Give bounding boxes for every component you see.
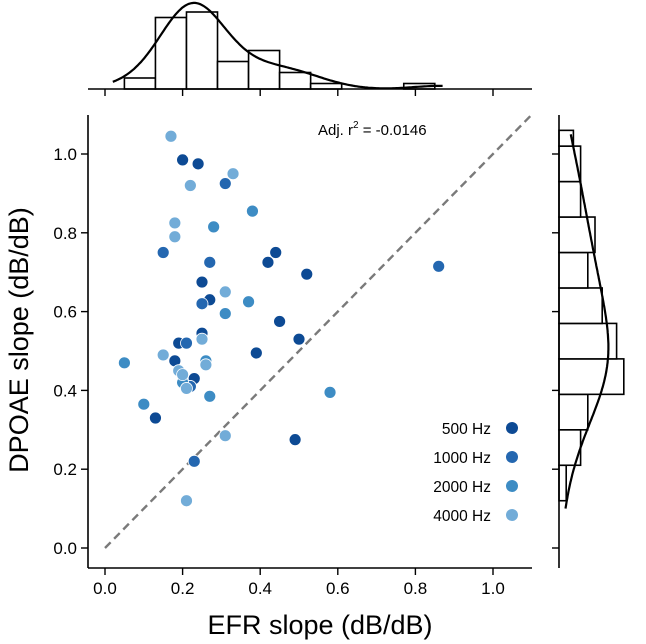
legend-marker [506,422,518,434]
scatter-point [218,307,232,320]
y-tick-label: 0.2 [53,460,77,479]
x-tick-label: 0.8 [404,579,428,598]
scatter-point [323,385,337,399]
annot-suffix: = -0.0146 [359,122,427,139]
top-hist-bar [216,60,250,90]
legend-marker [506,451,518,463]
legend: 500 Hz 1000 Hz 2000 Hz 4000 Hz [433,421,518,525]
top-hist-bar [185,11,219,90]
y-tick-label: 0.8 [53,224,77,243]
scatter-point [261,255,275,269]
legend-label: 1000 Hz [433,450,491,467]
right-hist-bar [558,180,582,218]
scatter-point [195,297,209,311]
main-axes: 0.0 0.2 0.4 0.6 0.8 1.0 0.0 0.2 0.4 0.6 0.8 1.0 Adj… [4,113,533,640]
right-hist-bar [558,464,567,502]
scatter-point [187,454,201,468]
scatter-point [269,246,283,259]
adj-r2-annotation: Adj. r2 = -0.0146 [318,120,427,139]
scatter-point [176,153,190,167]
y-tick-label: 0.6 [53,303,77,322]
scatter-point [191,157,205,171]
right-histogram [552,115,625,568]
x-tick-label: 0.6 [326,579,350,598]
scatter-point [118,356,131,370]
scatter-point [195,332,209,346]
right-hist-bar [558,393,589,431]
right-kde-curve [564,134,610,509]
scatter-point [432,259,446,273]
scatter-point [195,275,209,289]
scatter-point [273,315,287,328]
x-axis-label: EFR slope (dB/dB) [207,610,432,640]
legend-label: 4000 Hz [433,508,491,525]
scatter-point [207,220,221,234]
scatter-points [118,129,446,508]
main-ticks: 0.0 0.2 0.4 0.6 0.8 1.0 0.0 0.2 0.4 0.6 0.8 1.0 [53,145,504,598]
right-hist-bar [558,251,589,289]
scatter-point [203,389,217,403]
y-axis-label: DPOAE slope (dB/dB) [4,207,34,473]
legend-label: 2000 Hz [433,479,491,496]
y-tick-label: 0.4 [53,381,77,400]
y-tick-label: 1.0 [53,145,77,164]
right-hist-bar [558,358,625,396]
x-tick-label: 0.0 [93,579,117,598]
scatter-point [156,246,170,259]
x-tick-label: 1.0 [481,579,505,598]
scatter-point [168,230,182,244]
top-hist-bar [154,16,188,90]
identity-reference-line [104,113,533,549]
scatter-point [249,346,263,360]
scatter-point [292,332,306,346]
top-hist-bar [123,77,157,90]
scatter-point [242,295,255,309]
legend-label: 500 Hz [442,421,491,438]
top-histogram [88,1,532,96]
scatter-point [199,358,213,372]
scatter-point [137,397,151,411]
x-tick-label: 0.2 [171,579,195,598]
scatter-point [218,285,232,299]
legend-marker [506,509,518,521]
scatter-point [218,429,232,443]
scatter-point [180,336,193,350]
scatter-point [149,411,162,425]
x-tick-label: 0.4 [248,579,272,598]
scatter-point [246,204,259,218]
top-kde-curve [112,1,443,90]
y-tick-label: 0.0 [53,539,77,558]
scatter-point [180,382,193,395]
scatter-point [203,255,217,269]
legend-marker [506,480,518,492]
scatter-point [176,368,190,382]
scatter-point [168,216,182,230]
scatter-point [300,267,314,281]
scatter-point [164,129,178,143]
top-hist-bar [309,82,343,90]
scatter-point [218,177,232,190]
right-hist-bar [558,287,604,325]
top-hist-bar [278,71,312,90]
annot-sup: 2 [353,120,359,131]
annot-prefix: Adj. r [318,122,353,139]
scatter-point [226,167,240,181]
scatter-point [180,494,193,508]
scatter-point [156,348,170,362]
scatter-point [288,433,302,447]
scatter-point [183,179,197,192]
